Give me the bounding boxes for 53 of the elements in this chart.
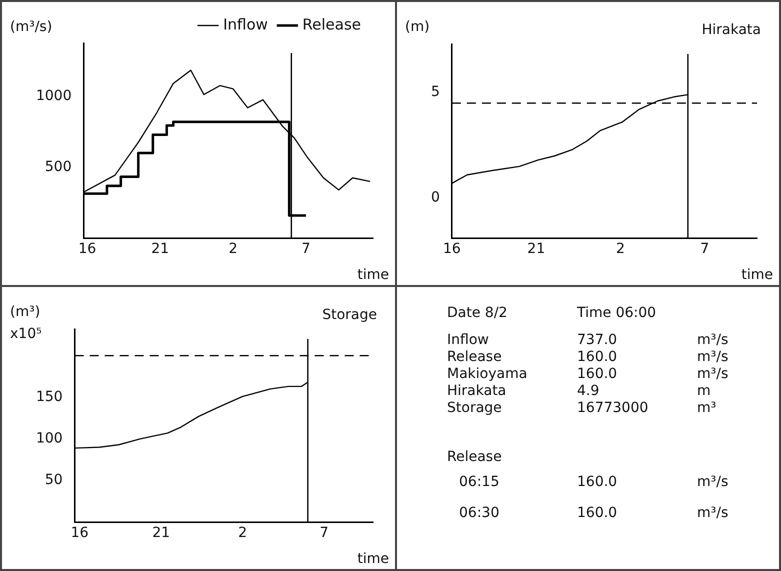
text: m³/s bbox=[697, 366, 730, 382]
text: 4.9 bbox=[577, 383, 600, 399]
x-tick-label: 16 bbox=[442, 241, 461, 258]
text: m³/s bbox=[697, 505, 730, 521]
text: m bbox=[697, 383, 712, 399]
x-axis-title: time bbox=[357, 551, 389, 567]
y-axis-title: (m) bbox=[405, 18, 431, 37]
text: 737.0 bbox=[577, 332, 618, 348]
x-tick-label: 7 bbox=[301, 241, 310, 258]
text: 160.0 bbox=[577, 349, 618, 365]
x-tick-label: 16 bbox=[70, 525, 89, 542]
x-tick-label: 7 bbox=[700, 241, 710, 258]
y-axis-title: (m³/s) bbox=[10, 18, 54, 37]
x-tick-label: 21 bbox=[152, 525, 170, 542]
y-tick-label: 100 bbox=[36, 430, 63, 447]
text: Makioyama bbox=[447, 366, 528, 382]
x-tick-label: 21 bbox=[527, 241, 546, 258]
x-tick-label: 2 bbox=[616, 241, 625, 258]
chart-title: Hirakata bbox=[702, 22, 761, 38]
x-axis-title: time bbox=[741, 267, 773, 283]
text: 160.0 bbox=[577, 474, 618, 490]
x-tick-label: 21 bbox=[151, 241, 170, 258]
text: Inflow bbox=[447, 332, 490, 348]
text: 06:15 bbox=[458, 474, 500, 490]
text: Time 06:00 bbox=[577, 305, 658, 321]
legend-label: Release bbox=[302, 15, 361, 34]
y-tick-label: 50 bbox=[44, 472, 63, 488]
y-tick-label: 1000 bbox=[36, 88, 72, 104]
text: Release bbox=[447, 449, 503, 465]
x-tick-label: 16 bbox=[78, 241, 96, 258]
text: Date 8/2 bbox=[447, 305, 508, 321]
text: 160.0 bbox=[577, 505, 618, 521]
y-tick-label: 500 bbox=[44, 158, 72, 175]
y-axis-title: (m³) x10⁵ bbox=[10, 303, 43, 344]
chart-title: Storage bbox=[322, 307, 377, 323]
y-tick-label: 150 bbox=[36, 388, 63, 405]
text: m³/s bbox=[697, 332, 730, 348]
y-tick-label: 0 bbox=[430, 190, 440, 206]
y-tick-label: 5 bbox=[430, 84, 440, 100]
text: Hirakata bbox=[447, 383, 508, 399]
text: m³/s bbox=[697, 474, 730, 490]
legend-label: Inflow bbox=[223, 15, 268, 34]
x-tick-label: 7 bbox=[320, 525, 329, 542]
x-axis-title: time bbox=[357, 267, 389, 283]
text: 16773000 bbox=[577, 400, 650, 416]
x-tick-label: 2 bbox=[228, 241, 238, 258]
text: Storage bbox=[447, 400, 503, 416]
x-tick-label: 2 bbox=[238, 525, 248, 542]
text: 06:30 bbox=[458, 505, 500, 521]
text: m³/s bbox=[697, 349, 730, 365]
text: m³ bbox=[697, 400, 718, 416]
text: 160.0 bbox=[577, 366, 618, 382]
text: Release bbox=[447, 349, 503, 365]
